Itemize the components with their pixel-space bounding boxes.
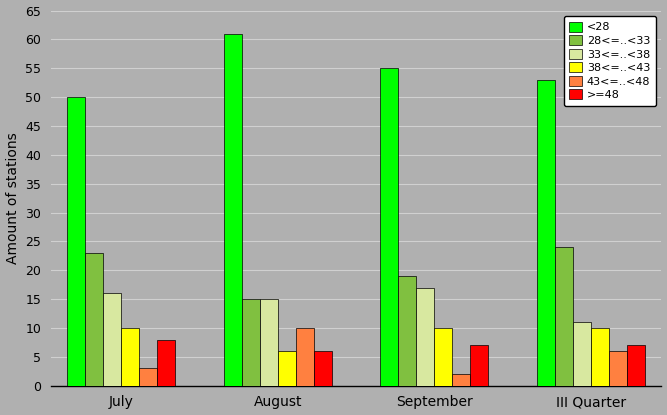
Bar: [627, 345, 645, 386]
Bar: [609, 351, 627, 386]
Legend: <28, 28<=..<33, 33<=..<38, 38<=..<43, 43<=..<48, >=48: <28, 28<=..<33, 33<=..<38, 38<=..<43, 43…: [564, 16, 656, 106]
Bar: [296, 328, 314, 386]
Bar: [591, 328, 609, 386]
Bar: [260, 299, 278, 386]
Bar: [224, 34, 242, 386]
Bar: [157, 339, 175, 386]
Bar: [416, 288, 434, 386]
Y-axis label: Amount of stations: Amount of stations: [5, 132, 19, 264]
Bar: [121, 328, 139, 386]
Bar: [380, 68, 398, 386]
Bar: [103, 293, 121, 386]
Bar: [573, 322, 591, 386]
Bar: [278, 351, 296, 386]
Bar: [470, 345, 488, 386]
Bar: [398, 276, 416, 386]
Bar: [67, 97, 85, 386]
Bar: [555, 247, 573, 386]
Bar: [452, 374, 470, 386]
Bar: [314, 351, 332, 386]
Bar: [139, 369, 157, 386]
Bar: [537, 80, 555, 386]
Bar: [85, 253, 103, 386]
Bar: [242, 299, 260, 386]
Bar: [434, 328, 452, 386]
